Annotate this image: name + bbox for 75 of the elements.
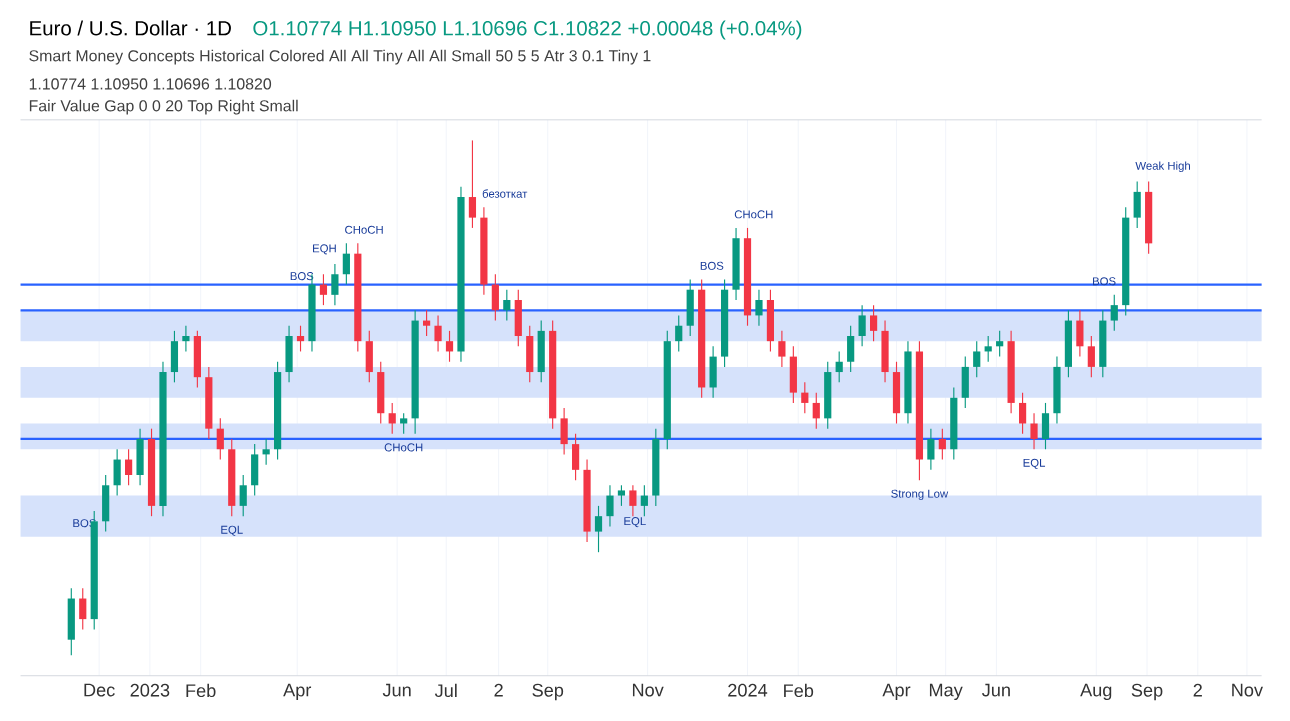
text: Fair Value Gap 0 0 20 Top Right Small (29, 99, 298, 115)
x-tick-label: 2024 (728, 683, 768, 697)
candlestick (801, 381, 809, 414)
candlestick (216, 417, 224, 461)
x-tick-label: Nov (1232, 683, 1263, 697)
candlestick (182, 325, 190, 353)
annotation: BOS (1093, 277, 1116, 286)
x-tick-label: 2023 (130, 683, 170, 697)
annotation: CHoCH (345, 225, 383, 234)
candlestick (262, 438, 270, 466)
annotation: CHoCH (734, 210, 773, 219)
candlestick (503, 289, 511, 322)
annotation: BOS (290, 272, 314, 281)
candlestick (1018, 392, 1027, 435)
x-tick-label: Dec (84, 683, 115, 697)
candlestick (1087, 335, 1095, 378)
candlestick (400, 412, 408, 435)
x-tick-label: Apr (283, 683, 312, 701)
annotation: Weak High (1135, 161, 1190, 173)
x-tick-label: 2 (1193, 683, 1202, 697)
annotation: Strong Low (891, 489, 949, 501)
candlestick (79, 587, 87, 631)
candlestick (755, 289, 763, 327)
candlestick (640, 484, 648, 517)
candlestick (468, 139, 477, 229)
candlestick (617, 484, 626, 507)
x-tick-label: Jun (982, 683, 1010, 697)
x-tick-label: Aug (1080, 683, 1112, 701)
x-tick-label: Apr (882, 683, 911, 701)
candlestick (1110, 294, 1118, 332)
x-tick-label: Feb (186, 683, 216, 698)
candlestick (422, 309, 431, 337)
candlestick (778, 330, 786, 368)
annotation: EQH (313, 244, 336, 255)
annotation: EQL (1023, 458, 1046, 470)
x-tick-label: Jul (434, 683, 457, 698)
annotation: CHoCH (384, 443, 423, 452)
candlestick (629, 484, 637, 517)
candlestick (319, 273, 328, 306)
annotation: EQL (221, 525, 243, 536)
candlestick (938, 428, 946, 461)
x-tick-label: Sep (532, 683, 564, 701)
candlestick (594, 505, 603, 553)
candlestick (1030, 412, 1038, 450)
annotation: BOS (700, 261, 724, 270)
candlestick (388, 402, 396, 435)
candlestick (296, 325, 305, 353)
annotation: безоткат (482, 189, 528, 198)
candlestick (984, 335, 992, 363)
candlestick (239, 474, 247, 517)
text: 1.10774 1.10950 1.10696 1.10820 (29, 78, 272, 90)
candlestick (835, 351, 843, 384)
x-tick-label: May (929, 683, 963, 701)
text: Smart Money Concepts Historical Colored All All Tiny All All Small 50 5 5 Atr 3 0.1 Tiny 1 (29, 49, 651, 65)
x-tick-label: Feb (784, 683, 814, 698)
candlestick (973, 340, 981, 378)
candlestick (125, 448, 133, 486)
candlestick (812, 392, 820, 430)
candlestick (858, 304, 866, 348)
candlestick (606, 484, 614, 528)
candlestick (675, 314, 683, 353)
annotation: EQL (624, 517, 646, 528)
x-tick-label: Sep (1131, 683, 1163, 701)
candlestick (869, 304, 878, 342)
candlestick (445, 330, 454, 363)
chart-title: Euro / U.S. Dollar · 1D (30, 20, 231, 36)
candlestick (331, 263, 339, 306)
candlestick (927, 428, 935, 471)
x-tick-label: Jun (382, 683, 411, 697)
chart-subtitle: O1.10774 H1.10950 L1.10696 C1.10822 +0.00048 (+0.04%) (253, 20, 802, 40)
candlestick (342, 242, 350, 286)
x-tick-label: Nov (632, 683, 664, 697)
x-tick-label: 2 (494, 683, 503, 697)
candlestick (434, 314, 442, 353)
candlestick (996, 330, 1004, 358)
